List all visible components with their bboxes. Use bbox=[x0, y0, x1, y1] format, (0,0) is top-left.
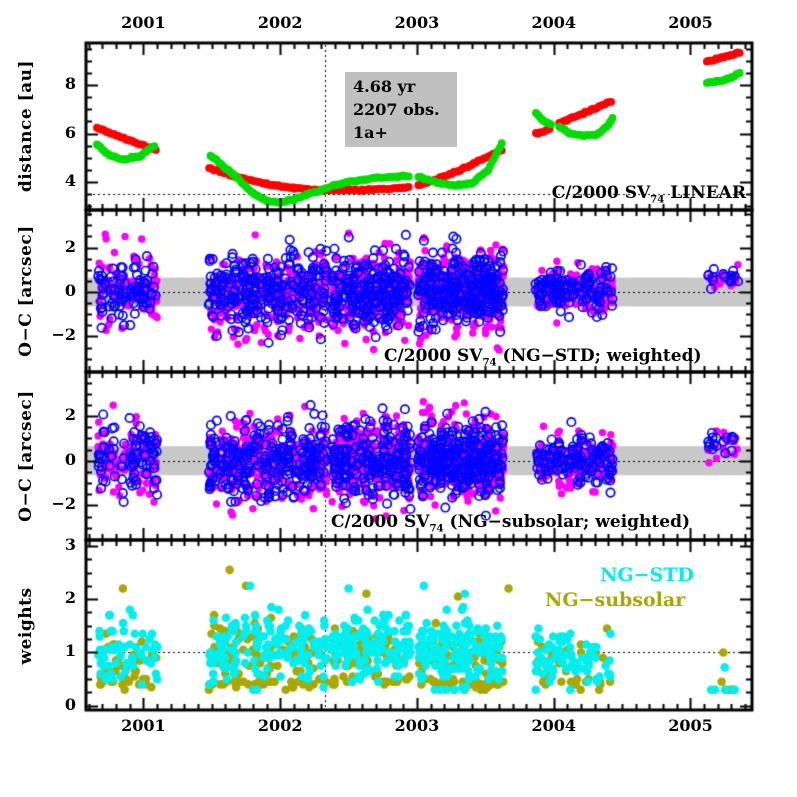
y-tick-label: 0 bbox=[64, 449, 76, 469]
year-label-top: 2004 bbox=[531, 13, 576, 32]
y-tick-label: 0 bbox=[64, 281, 76, 300]
panel-label-ng-std: C/2000 SV74 (NG−STD; weighted) bbox=[384, 346, 702, 369]
y-tick-label: 2 bbox=[64, 236, 76, 256]
y-axis-title-oc-subsolar: O−C [arcsec] bbox=[15, 390, 36, 522]
y-tick-label: 2 bbox=[64, 405, 76, 424]
year-label-top: 2001 bbox=[121, 13, 166, 32]
year-label-top: 2002 bbox=[257, 13, 303, 32]
year-label-bottom: 2003 bbox=[394, 716, 440, 735]
comet-label-linear: C/2000 SV74 LINEAR bbox=[551, 183, 746, 206]
y-tick-label: −2 bbox=[51, 325, 76, 345]
y-tick-label: 2 bbox=[64, 588, 76, 608]
y-axis-title-oc-std: O−C [arcsec] bbox=[15, 225, 36, 357]
y-tick-label: 0 bbox=[64, 694, 76, 714]
comet-subscript: 74 bbox=[650, 193, 665, 206]
info-line-obs-count: 2207 obs. bbox=[353, 100, 440, 119]
year-label-bottom: 2005 bbox=[668, 716, 713, 735]
info-line-model: 1a+ bbox=[353, 123, 388, 142]
year-label-top: 2003 bbox=[394, 13, 440, 32]
info-line-period: 4.68 yr bbox=[353, 77, 416, 96]
y-axis-title-distance: distance [au] bbox=[15, 59, 36, 193]
legend-ng-std: NG−STD bbox=[600, 564, 694, 586]
year-label-top: 2005 bbox=[668, 13, 713, 32]
y-tick-label: 4 bbox=[64, 171, 76, 191]
info-box: 4.68 yr 2207 obs. 1a+ bbox=[345, 72, 457, 147]
year-label-bottom: 2001 bbox=[121, 716, 166, 735]
year-label-bottom: 2004 bbox=[531, 716, 576, 735]
comet-subscript: 74 bbox=[429, 522, 444, 535]
legend-ng-subsolar: NG−subsolar bbox=[545, 589, 686, 611]
y-tick-label: 3 bbox=[64, 534, 76, 554]
y-tick-label: −2 bbox=[51, 494, 76, 514]
y-axis-title-weights: weights bbox=[15, 587, 36, 665]
y-tick-label: 1 bbox=[64, 641, 76, 661]
year-label-bottom: 2002 bbox=[257, 716, 303, 735]
comet-subscript: 74 bbox=[482, 356, 497, 369]
y-tick-label: 6 bbox=[64, 122, 76, 142]
panel-label-ng-subsolar: C/2000 SV74 (NG−subsolar; weighted) bbox=[331, 512, 691, 535]
y-tick-label: 8 bbox=[64, 73, 76, 93]
